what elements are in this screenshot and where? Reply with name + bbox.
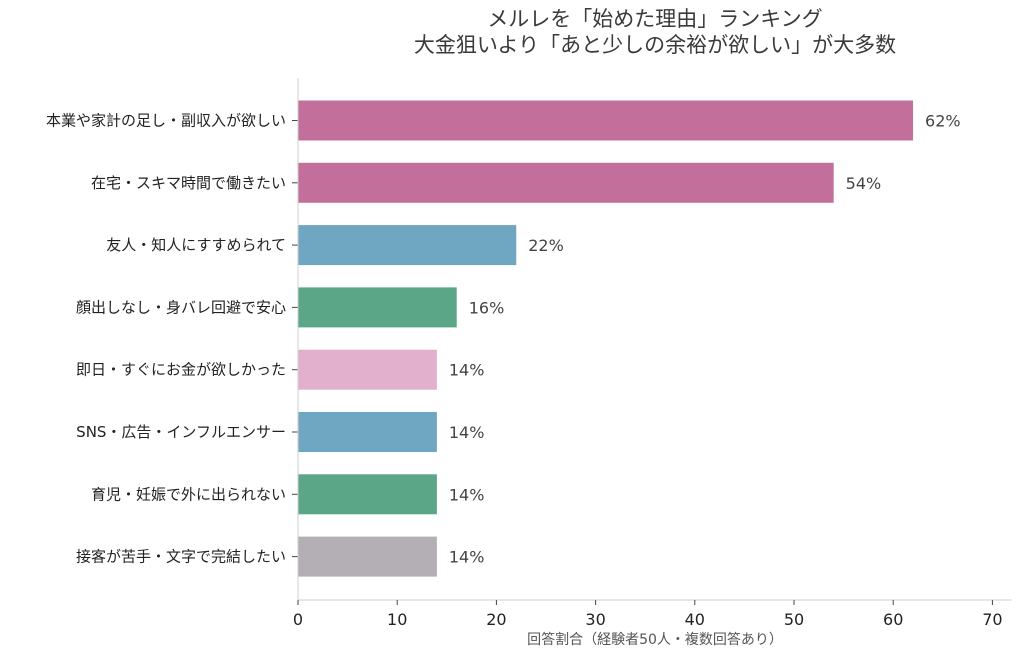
x-axis-label: 回答割合（経験者50人・複数回答あり） <box>527 631 783 648</box>
category-label: 育児・妊娠で外に出られない <box>91 485 286 503</box>
bar-value-label: 62% <box>925 112 961 131</box>
chart-title-line-2: 大金狙いより「あと少しの余裕が欲しい」が大多数 <box>414 33 896 57</box>
category-label: SNS・広告・インフルエンサー <box>76 423 286 441</box>
category-label: 在宅・スキマ時間で働きたい <box>91 174 286 192</box>
bar <box>298 474 437 515</box>
bars-group: 62% 54% 22% 16% 14% 14% 14% 14% <box>298 100 961 577</box>
axes-group: 本業や家計の足し・副収入が欲しい在宅・スキマ時間で働きたい友人・知人にすすめられ… <box>46 78 1012 629</box>
x-tick-label: 50 <box>784 610 804 629</box>
x-tick-label: 30 <box>585 610 605 629</box>
bar-value-label: 22% <box>528 236 564 255</box>
x-tick-label: 10 <box>387 610 407 629</box>
bar-value-label: 54% <box>846 174 882 193</box>
bar-value-label: 14% <box>449 423 485 442</box>
category-label: 顔出しなし・身バレ回避で安心 <box>76 298 286 316</box>
bar <box>298 349 437 390</box>
bar <box>298 287 457 328</box>
x-tick-label: 20 <box>486 610 506 629</box>
bar-value-label: 14% <box>449 361 485 380</box>
category-label: 即日・すぐにお金が欲しかった <box>76 361 286 379</box>
category-label: 友人・知人にすすめられて <box>106 236 286 254</box>
bar <box>298 225 517 266</box>
bar <box>298 412 437 452</box>
x-tick-label: 0 <box>293 610 303 629</box>
category-label: 本業や家計の足し・副収入が欲しい <box>46 112 286 130</box>
bar <box>298 536 437 577</box>
x-tick-label: 40 <box>685 610 705 629</box>
bar <box>298 100 914 141</box>
x-tick-label: 60 <box>883 610 903 629</box>
category-label: 接客が苦手・文字で完結したい <box>76 548 286 566</box>
bar-value-label: 14% <box>449 548 485 567</box>
bar-value-label: 14% <box>449 485 485 504</box>
x-tick-label: 70 <box>982 610 1002 629</box>
bar <box>298 162 834 203</box>
bar-value-label: 16% <box>469 298 505 317</box>
chart-title-line-1: メルレを「始めた理由」ランキング <box>487 7 822 31</box>
